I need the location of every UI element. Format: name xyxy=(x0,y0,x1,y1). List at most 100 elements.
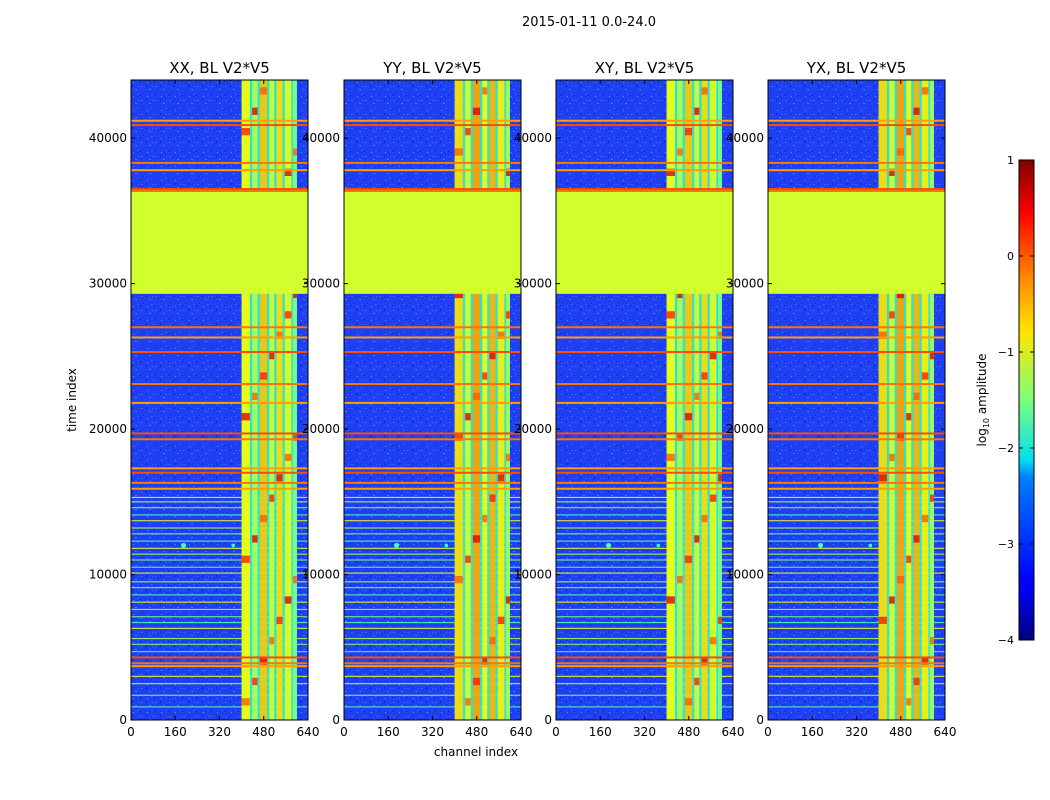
thin-rfi-row xyxy=(344,637,521,640)
thin-rfi-row xyxy=(131,566,308,568)
thin-rfi-row xyxy=(768,608,945,611)
y-tick-label: 10000 xyxy=(726,568,764,582)
strong-rfi-row xyxy=(344,326,521,329)
thin-rfi-row xyxy=(131,533,308,535)
thin-rfi-row xyxy=(556,540,733,542)
thin-rfi-row xyxy=(131,616,308,618)
strong-rfi-row xyxy=(768,161,945,164)
strong-rfi-row xyxy=(556,438,733,441)
thin-rfi-row xyxy=(131,553,308,555)
rfi-hot-block xyxy=(694,677,700,686)
rfi-hot-block xyxy=(896,148,905,156)
strong-rfi-row xyxy=(556,161,733,164)
rfi-hot-block xyxy=(701,372,708,380)
strong-rfi-row xyxy=(556,169,733,172)
strong-rfi-row xyxy=(344,336,521,339)
rfi-hot-block xyxy=(252,677,258,686)
thin-rfi-row xyxy=(344,559,521,561)
rfi-hot-block xyxy=(906,698,912,706)
strong-rfi-row xyxy=(768,383,945,385)
strong-rfi-row xyxy=(556,124,733,127)
x-tick-label: 320 xyxy=(633,725,656,739)
strong-rfi-row xyxy=(344,188,521,191)
thin-rfi-row xyxy=(344,587,521,589)
thin-rfi-row xyxy=(556,683,733,685)
strong-rfi-row xyxy=(768,326,945,329)
panel-title: XX, BL V2*V5 xyxy=(169,59,270,77)
rfi-hot-block xyxy=(677,290,683,299)
source-feature xyxy=(181,542,187,548)
rfi-channel-column xyxy=(241,80,250,720)
colorbar-label: log10 amplitude xyxy=(975,354,991,447)
strong-rfi-row xyxy=(556,326,733,329)
rfi-channel-column xyxy=(677,80,683,720)
colorbar-tick-label: 0 xyxy=(1007,250,1014,263)
strong-rfi-row xyxy=(768,481,945,484)
rfi-channel-column xyxy=(454,80,463,720)
strong-rfi-row xyxy=(556,487,733,490)
thin-rfi-row xyxy=(131,683,308,685)
rfi-hot-block xyxy=(506,311,510,319)
rfi-channel-column xyxy=(906,80,912,720)
thin-rfi-row xyxy=(768,527,945,529)
colorbar-ticks: −4 −3 −2 −1 0 1 xyxy=(998,154,1034,647)
rfi-hot-block xyxy=(906,555,912,563)
colorbar-tick-label: 1 xyxy=(1007,154,1014,167)
strong-rfi-row xyxy=(344,351,521,353)
thin-rfi-row xyxy=(344,553,521,555)
thin-rfi-row xyxy=(344,683,521,685)
rfi-channel-column xyxy=(276,80,283,720)
thin-rfi-row xyxy=(131,651,308,653)
x-tick-label: 160 xyxy=(164,725,187,739)
x-tick-label: 640 xyxy=(297,725,320,739)
thin-rfi-row xyxy=(556,514,733,516)
rfi-hot-block xyxy=(269,352,275,360)
thin-rfi-row xyxy=(344,507,521,509)
rfi-channel-column xyxy=(896,80,905,720)
y-axis-label: time index xyxy=(65,368,79,432)
strong-rfi-row xyxy=(768,656,945,659)
strong-rfi-row xyxy=(556,471,733,474)
thin-rfi-row xyxy=(131,587,308,589)
rfi-hot-block xyxy=(259,372,268,380)
thin-rfi-row xyxy=(556,547,733,549)
thin-rfi-row xyxy=(344,540,521,542)
thin-rfi-row xyxy=(131,540,308,542)
strong-rfi-row xyxy=(556,467,733,470)
thin-rfi-row xyxy=(344,608,521,611)
strong-rfi-row xyxy=(556,119,733,122)
rfi-hot-block xyxy=(878,616,887,624)
rfi-hot-block xyxy=(276,474,283,482)
rfi-hot-block xyxy=(241,698,250,706)
rfi-hot-block xyxy=(259,657,268,665)
x-tick-label: 640 xyxy=(722,725,745,739)
rfi-hot-block xyxy=(921,657,929,665)
thin-rfi-row xyxy=(131,581,308,583)
thin-rfi-row xyxy=(768,643,945,645)
thin-rfi-row xyxy=(344,694,521,696)
rfi-hot-block xyxy=(694,535,700,543)
thin-rfi-row xyxy=(131,496,308,499)
colorbar-label-sub: 10 xyxy=(982,418,991,428)
rfi-hot-block xyxy=(293,433,297,441)
rfi-hot-block xyxy=(896,576,905,584)
thin-rfi-row xyxy=(556,608,733,611)
rfi-hot-block xyxy=(694,107,700,115)
rfi-hot-block xyxy=(913,107,920,115)
thin-rfi-row xyxy=(768,547,945,549)
strong-rfi-row xyxy=(768,401,945,404)
x-tick-label: 480 xyxy=(889,725,912,739)
thin-rfi-row xyxy=(768,637,945,640)
x-tick-label: 480 xyxy=(677,725,700,739)
strong-rfi-row xyxy=(131,336,308,339)
colorbar-gradient xyxy=(1018,159,1035,641)
thin-rfi-row xyxy=(131,627,308,629)
thin-rfi-row xyxy=(344,601,521,603)
strong-rfi-row xyxy=(768,662,945,665)
x-tick-label: 160 xyxy=(589,725,612,739)
rfi-channel-column xyxy=(684,80,693,720)
thin-rfi-row xyxy=(344,621,521,624)
thin-rfi-row xyxy=(556,581,733,583)
thin-rfi-row xyxy=(556,706,733,708)
y-tick-label: 10000 xyxy=(89,568,127,582)
